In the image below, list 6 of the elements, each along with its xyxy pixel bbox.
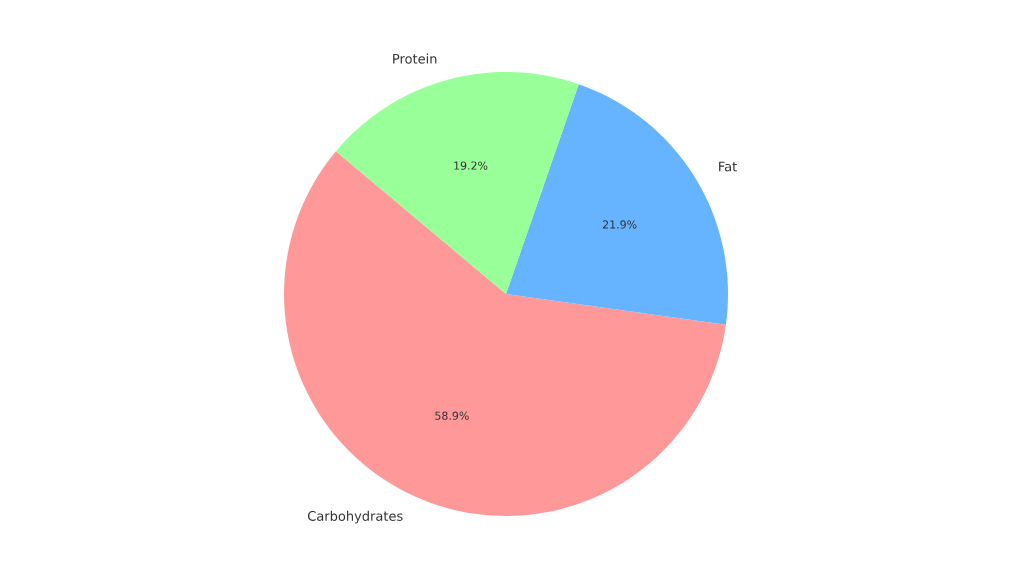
slice-label: Carbohydrates	[308, 510, 403, 524]
data-label: 58.9%	[435, 411, 469, 420]
data-label: 19.2%	[454, 161, 488, 170]
data-label: 21.9%	[602, 220, 637, 229]
slice-label: Protein	[393, 53, 437, 64]
slice-label: Fat	[719, 161, 737, 172]
